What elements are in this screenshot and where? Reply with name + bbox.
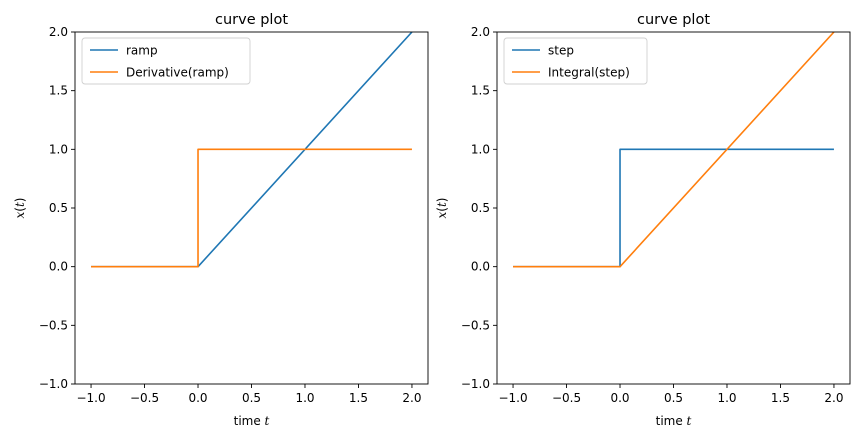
series-line-derivative-ramp- [91,148,412,268]
chart-panel-1: −1.0 −0.5 0.0 0.5 1.0 1.5 2.0 −1.0 −0.5 0.0 0.5 1.0… [13,12,429,428]
series-group [513,32,835,268]
chart-title: curve plot [215,12,288,28]
y-tick-label: 0.5 [471,201,490,215]
y-axis-label-var: x [435,211,449,218]
x-axis-label: time t [656,414,692,428]
y-tick-label: 1.0 [471,142,490,156]
x-axis-label-text: time [234,414,265,428]
y-axis-label: x(t) [435,198,449,219]
y-axis-label-close: ) [13,198,27,203]
x-tick-label: −1.0 [498,391,527,405]
legend: ramp Derivative(ramp) [81,37,251,85]
y-axis-label-close: ) [435,198,449,203]
y-tick-label: 1.0 [49,142,68,156]
y-tick-label: 2.0 [49,25,68,39]
legend-label: Derivative(ramp) [126,66,229,80]
y-axis-label: x(t) [13,198,27,219]
y-tick-label: 0.5 [49,201,68,215]
x-tick-label: 0.0 [610,391,629,405]
x-tick-label: −1.0 [76,391,105,405]
chart-title: curve plot [637,12,710,28]
y-tick-label: −1.0 [461,377,490,391]
series-line-integral-step- [513,32,835,268]
x-tick-label: 1.5 [349,391,368,405]
x-axis-label-var: t [687,414,692,428]
legend-label: step [548,44,574,58]
y-axis-label-open: ( [13,207,27,212]
y-axis-label-open: ( [435,207,449,212]
x-tick-label: 1.0 [295,391,314,405]
chart-panel-2: −1.0 −0.5 0.0 0.5 1.0 1.5 2.0 −1.0 −0.5 0.0 0.5 1.0… [435,12,851,428]
y-tick-label: −0.5 [461,318,490,332]
y-axis-label-arg: t [13,202,27,207]
x-tick-label: 2.0 [824,391,843,405]
y-tick-label: 0.0 [49,260,68,274]
x-axis-label: time t [234,414,270,428]
y-tick-label: −0.5 [39,318,68,332]
x-tick-label: 2.0 [402,391,421,405]
x-tick-label: 0.5 [664,391,683,405]
y-tick-label: 2.0 [471,25,490,39]
y-axis-label-var: x [13,211,27,218]
y-tick-label: 0.0 [471,260,490,274]
x-axis-label-var: t [265,414,270,428]
x-tick-label: 0.5 [242,391,261,405]
y-axis-label-arg: t [435,202,449,207]
x-tick-label: −0.5 [130,391,159,405]
x-axis-label-text: time [656,414,687,428]
y-tick-label: 1.5 [471,84,490,98]
legend-box [81,37,251,85]
x-tick-label: 0.0 [188,391,207,405]
x-tick-label: −0.5 [552,391,581,405]
x-tick-label: 1.5 [771,391,790,405]
series-group [91,32,413,268]
legend: step Integral(step) [503,37,648,85]
y-tick-label: 1.5 [49,84,68,98]
legend-label: Integral(step) [548,66,630,80]
y-tick-label: −1.0 [39,377,68,391]
x-tick-label: 1.0 [717,391,736,405]
legend-label: ramp [126,44,158,58]
